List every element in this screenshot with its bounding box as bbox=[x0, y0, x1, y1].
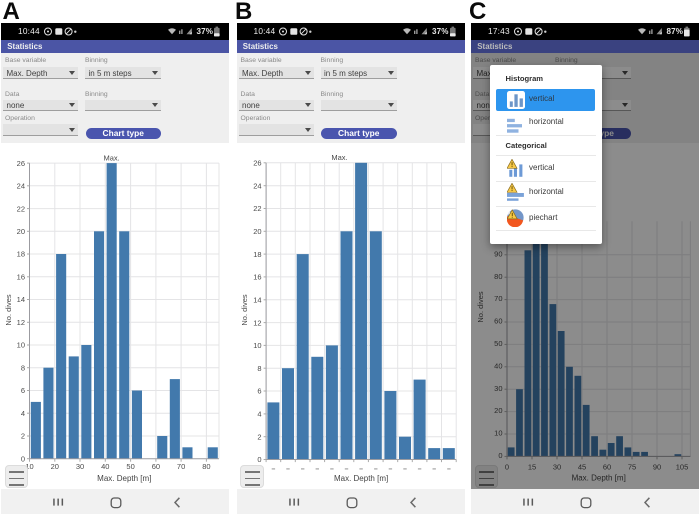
svg-text:8: 8 bbox=[21, 363, 25, 372]
svg-text:22: 22 bbox=[17, 204, 25, 213]
svg-text:Max. Depth [m]: Max. Depth [m] bbox=[572, 474, 626, 483]
svg-text:24: 24 bbox=[17, 182, 25, 191]
svg-text:2: 2 bbox=[257, 432, 261, 441]
svg-text:90: 90 bbox=[494, 249, 502, 258]
svg-text:15: 15 bbox=[528, 463, 536, 472]
svg-text:22: 22 bbox=[253, 204, 261, 213]
svg-text:26: 26 bbox=[253, 159, 261, 168]
svg-text:50: 50 bbox=[126, 462, 134, 471]
svg-text:45: 45 bbox=[578, 463, 586, 472]
svg-text:10: 10 bbox=[25, 462, 33, 471]
svg-text:60: 60 bbox=[152, 462, 160, 471]
svg-text:18: 18 bbox=[253, 250, 261, 259]
svg-text:14: 14 bbox=[17, 295, 25, 304]
svg-text:10: 10 bbox=[17, 341, 25, 350]
svg-text:10: 10 bbox=[494, 429, 502, 438]
svg-text:30: 30 bbox=[553, 463, 561, 472]
svg-text:16: 16 bbox=[253, 273, 261, 282]
svg-text:2: 2 bbox=[21, 432, 25, 441]
svg-text:No. dives: No. dives bbox=[476, 291, 485, 323]
svg-text:40: 40 bbox=[494, 361, 502, 370]
svg-text:60: 60 bbox=[494, 317, 502, 326]
svg-text:16: 16 bbox=[17, 273, 25, 282]
svg-text:12: 12 bbox=[253, 318, 261, 327]
svg-text:8: 8 bbox=[257, 364, 261, 373]
svg-text:14: 14 bbox=[253, 296, 261, 305]
svg-text:70: 70 bbox=[494, 294, 502, 303]
svg-text:18: 18 bbox=[17, 250, 25, 259]
svg-text:4: 4 bbox=[257, 410, 261, 419]
svg-text:0: 0 bbox=[505, 463, 509, 472]
svg-text:60: 60 bbox=[603, 463, 611, 472]
svg-text:Max. Depth [m]: Max. Depth [m] bbox=[97, 474, 151, 483]
svg-text:75: 75 bbox=[628, 463, 636, 472]
svg-text:20: 20 bbox=[17, 227, 25, 236]
svg-text:Max.: Max. bbox=[331, 153, 347, 162]
svg-text:6: 6 bbox=[257, 387, 261, 396]
svg-text:12: 12 bbox=[17, 318, 25, 327]
svg-text:10: 10 bbox=[253, 341, 261, 350]
svg-text:0: 0 bbox=[498, 451, 502, 460]
svg-text:80: 80 bbox=[202, 462, 210, 471]
svg-text:50: 50 bbox=[494, 339, 502, 348]
svg-text:4: 4 bbox=[21, 409, 25, 418]
svg-text:30: 30 bbox=[494, 384, 502, 393]
svg-text:No. dives: No. dives bbox=[4, 294, 13, 326]
svg-text:20: 20 bbox=[253, 227, 261, 236]
svg-text:26: 26 bbox=[17, 159, 25, 168]
svg-text:24: 24 bbox=[253, 181, 261, 190]
svg-text:No. dives: No. dives bbox=[240, 294, 249, 326]
svg-text:Max.: Max. bbox=[103, 153, 119, 162]
svg-text:6: 6 bbox=[21, 386, 25, 395]
svg-text:0: 0 bbox=[257, 455, 261, 464]
svg-text:105: 105 bbox=[676, 463, 689, 472]
svg-text:70: 70 bbox=[177, 462, 185, 471]
svg-text:40: 40 bbox=[101, 462, 109, 471]
svg-text:80: 80 bbox=[494, 272, 502, 281]
svg-text:20: 20 bbox=[51, 462, 59, 471]
svg-text:0: 0 bbox=[21, 454, 25, 463]
svg-text:Max. Depth [m]: Max. Depth [m] bbox=[333, 474, 387, 483]
svg-text:30: 30 bbox=[76, 462, 84, 471]
svg-text:20: 20 bbox=[494, 406, 502, 415]
svg-text:90: 90 bbox=[653, 463, 661, 472]
